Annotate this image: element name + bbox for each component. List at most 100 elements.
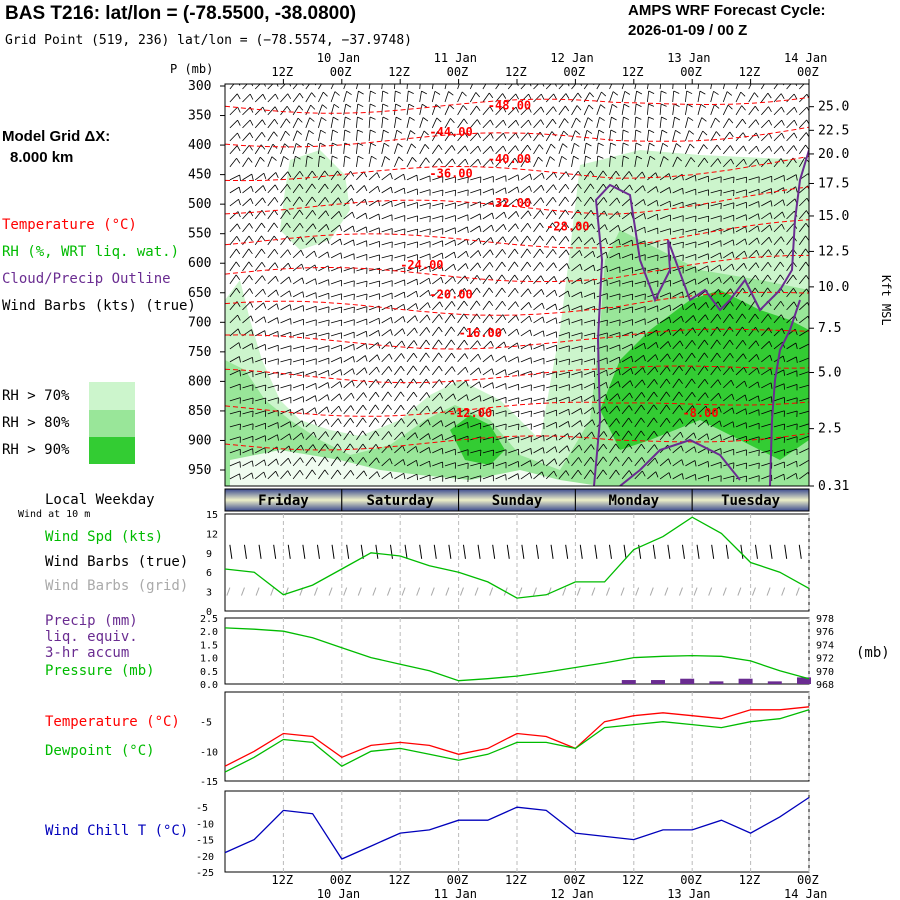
wind-barb — [533, 316, 545, 324]
wind-barb — [343, 456, 355, 467]
wind-barb — [242, 132, 254, 142]
wind-barb-true — [740, 544, 744, 559]
wind-barb — [621, 129, 629, 141]
wind-barb — [406, 90, 414, 103]
wind-barb — [799, 197, 809, 207]
wind-barb-true — [506, 544, 510, 559]
wind-barb-grid — [591, 587, 596, 596]
wind-barb — [432, 240, 444, 247]
wind-barb — [305, 117, 315, 129]
wind-barb — [229, 369, 241, 377]
wind-barb — [520, 119, 532, 129]
wind-barb-grid — [678, 587, 683, 596]
wind-barb — [368, 330, 381, 337]
wind-barb — [482, 188, 494, 195]
wind-barb-true — [696, 544, 700, 559]
wind-barb — [305, 358, 317, 365]
wind-barb — [242, 173, 254, 181]
wind-barb — [773, 314, 785, 324]
wind-barb — [242, 315, 254, 324]
bottom-time-tick-label: 12Z — [622, 873, 644, 887]
wind-barb — [229, 383, 241, 391]
wind-barb — [508, 448, 520, 456]
wind-barb — [647, 103, 655, 115]
wind-barb — [647, 155, 656, 167]
wind-barb — [254, 131, 266, 142]
wind-barb — [267, 222, 279, 233]
wind-barb — [280, 345, 292, 352]
top-date-label: 10 Jan — [317, 51, 360, 65]
wind-barb — [255, 422, 266, 430]
wind-barb — [444, 366, 456, 376]
wind-barb — [419, 302, 431, 311]
wind-barb — [368, 471, 380, 480]
wind-barb — [381, 444, 393, 454]
wind-barb — [634, 116, 642, 128]
wind-barb — [697, 378, 709, 389]
wind-barb — [685, 130, 695, 142]
precip-bar — [621, 680, 636, 684]
wind-barb — [419, 103, 428, 115]
wind-barb — [609, 306, 621, 314]
wind-barb — [621, 142, 629, 154]
wind-barb — [343, 319, 355, 326]
wind-barb — [318, 210, 330, 220]
wind-barb — [318, 345, 330, 352]
wind-barb — [482, 396, 494, 403]
wind-barb — [242, 435, 254, 443]
wind-barb — [558, 408, 570, 416]
wind-barb — [773, 461, 785, 469]
wind-barb — [431, 339, 443, 350]
wind-barb — [735, 462, 747, 470]
wind-barb — [356, 254, 368, 261]
wind-barb — [457, 176, 469, 184]
wind-barb — [571, 371, 583, 378]
wind-barb — [571, 444, 583, 454]
wind-barb — [621, 417, 633, 428]
wind-barb — [394, 328, 406, 337]
wind-barb — [697, 175, 709, 183]
wind-barb-true — [404, 544, 408, 559]
wind-barb — [647, 404, 658, 415]
wind-barb — [255, 371, 267, 378]
wind-barb — [356, 470, 368, 480]
wind-barb — [799, 459, 809, 467]
wind-barb-true — [550, 544, 554, 559]
wind-barb — [318, 456, 329, 467]
wind-barb — [457, 226, 469, 233]
wind-barb — [520, 288, 532, 298]
wind-barb-grid — [605, 587, 610, 596]
wind-barb — [786, 93, 798, 103]
wind-barb — [432, 276, 444, 285]
wind-barb — [685, 418, 697, 428]
wind-barb — [647, 379, 658, 389]
wind-barb — [381, 458, 393, 467]
wind-barb — [419, 241, 431, 248]
wind-barb — [697, 339, 709, 350]
wind-barb — [761, 354, 773, 363]
wind-barb — [761, 341, 773, 350]
wind-barb — [723, 202, 735, 209]
wind-barb-grid — [240, 587, 245, 596]
wind-barb — [533, 447, 545, 454]
cloud-outline — [593, 149, 809, 486]
top-time-tick-label: 00Z — [680, 65, 702, 79]
wind-barb — [482, 462, 494, 469]
wind-barb — [318, 142, 326, 154]
wind-barb — [533, 197, 545, 207]
wind-barb — [735, 201, 747, 209]
wind-barb — [508, 473, 520, 480]
wind-barb — [558, 276, 570, 285]
wind-barb — [546, 331, 558, 338]
wind-barb — [773, 423, 785, 431]
wind-barb — [482, 176, 494, 183]
precip-bar — [767, 681, 782, 684]
wind-barb — [242, 301, 254, 311]
pressure-tick-label: 300 — [188, 79, 211, 94]
wind-barb — [419, 339, 430, 350]
wind-barb — [520, 144, 532, 155]
wind-barb — [545, 303, 558, 311]
wind-barb — [621, 355, 634, 363]
wind-barb — [621, 380, 634, 389]
wind-barb — [697, 405, 709, 415]
